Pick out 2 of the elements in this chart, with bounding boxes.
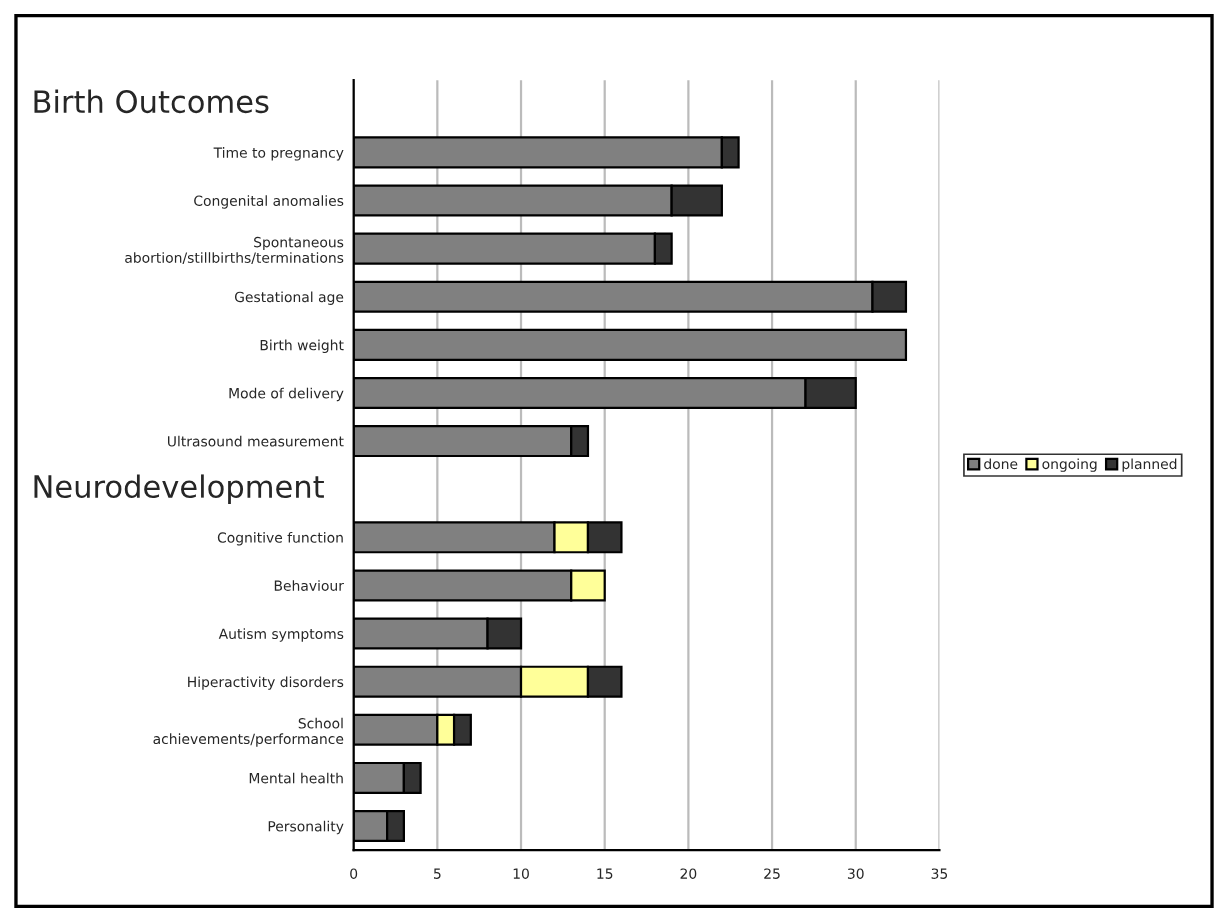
text: Birth Outcomes [34, 89, 269, 114]
text: Neurodevelopment [34, 474, 324, 504]
